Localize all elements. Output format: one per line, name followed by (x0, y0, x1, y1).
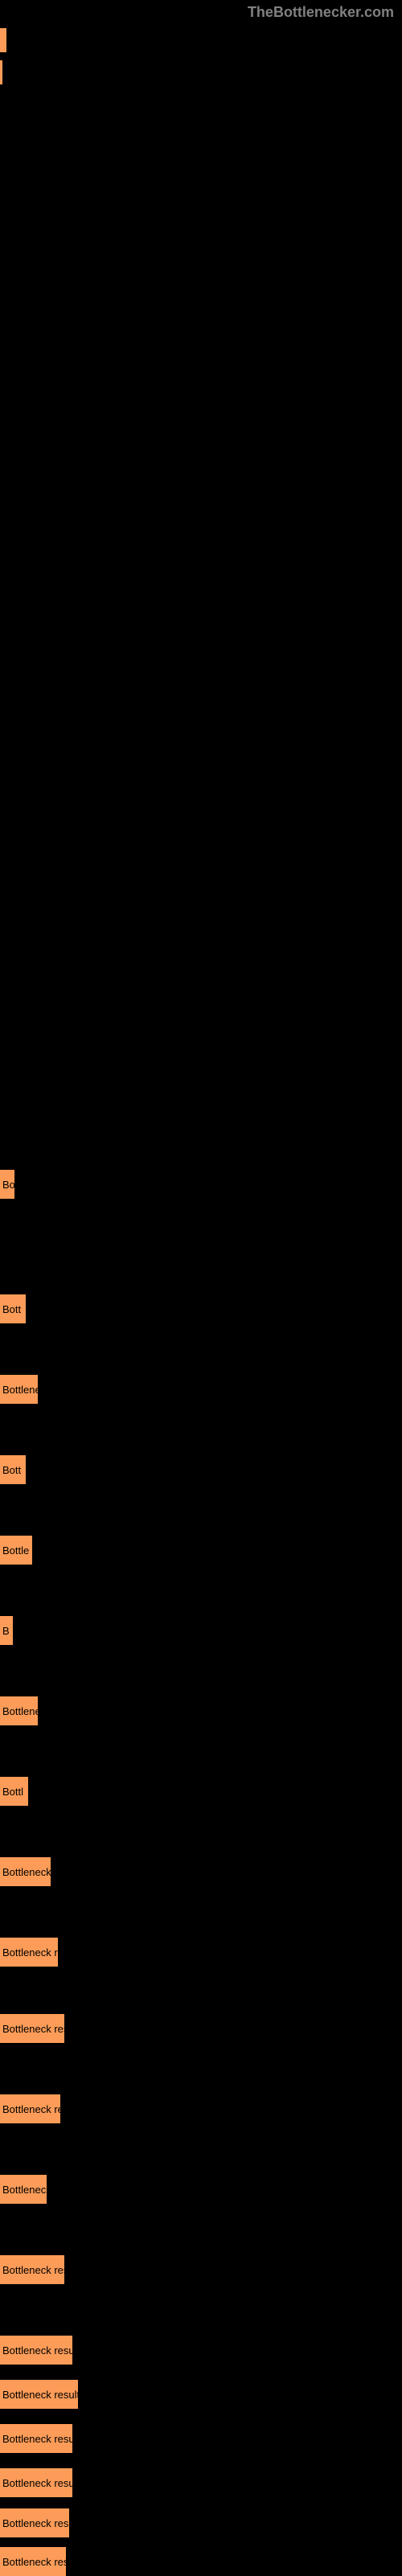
bar-row: Bott (0, 1294, 26, 1323)
bottleneck-bar: Bottlene (0, 1375, 38, 1404)
bottleneck-bar: Bo (0, 1170, 14, 1199)
bar-row: Bottleneck result (0, 2336, 72, 2365)
bar-row: Bottleneck re (0, 1938, 58, 1967)
bar-row: Bottleneck r (0, 1857, 51, 1886)
bottleneck-bar: Bottleneck result (0, 2336, 72, 2365)
bottleneck-bar: Bottleneck res (0, 2094, 60, 2123)
bottleneck-bar: Bottleneck resu (0, 2014, 64, 2043)
bar-row: Bottleneck result (0, 2424, 72, 2453)
bottleneck-bar: Bottleneck r (0, 1857, 51, 1886)
bar-row: Bottlene (0, 1696, 38, 1725)
bottleneck-bar: Bottleneck result (0, 2424, 72, 2453)
bottleneck-bar: B (0, 1616, 13, 1645)
bottleneck-bar: Bottleneck result (0, 2468, 72, 2497)
bottleneck-bar: Bottleneck result: (0, 2380, 78, 2409)
bottleneck-bar: Bottleneck (0, 2175, 47, 2204)
bar-row: Bottleneck resu (0, 2255, 64, 2284)
site-header: TheBottlenecker.com (248, 4, 394, 21)
top-bar-small-1 (0, 28, 6, 52)
bottleneck-bar: Bottleneck resul (0, 2547, 66, 2576)
bar-row: Bottlene (0, 1375, 38, 1404)
bar-row: Bottleneck (0, 2175, 47, 2204)
bar-row: Bo (0, 1170, 14, 1199)
bottleneck-bar: Bottl (0, 1777, 28, 1806)
bar-row: Bottleneck result: (0, 2380, 78, 2409)
bar-row: Bottleneck result (0, 2508, 69, 2537)
bar-row: Bottleneck res (0, 2094, 60, 2123)
bar-row: Bottleneck result (0, 2468, 72, 2497)
bottleneck-bar: Bottleneck resu (0, 2255, 64, 2284)
bottleneck-bar: Bottle (0, 1536, 32, 1565)
top-bar-small-2 (0, 60, 2, 84)
bottleneck-bar: Bottlene (0, 1696, 38, 1725)
bar-row: Bottle (0, 1536, 32, 1565)
bar-row: Bottleneck resu (0, 2014, 64, 2043)
bottleneck-bar: Bottleneck re (0, 1938, 58, 1967)
bottleneck-bar: Bott (0, 1455, 26, 1484)
bar-row: B (0, 1616, 13, 1645)
bar-row: Bottleneck resul (0, 2547, 66, 2576)
bottleneck-bar: Bott (0, 1294, 26, 1323)
bar-row: Bottl (0, 1777, 28, 1806)
bar-row: Bott (0, 1455, 26, 1484)
bottleneck-bar: Bottleneck result (0, 2508, 69, 2537)
